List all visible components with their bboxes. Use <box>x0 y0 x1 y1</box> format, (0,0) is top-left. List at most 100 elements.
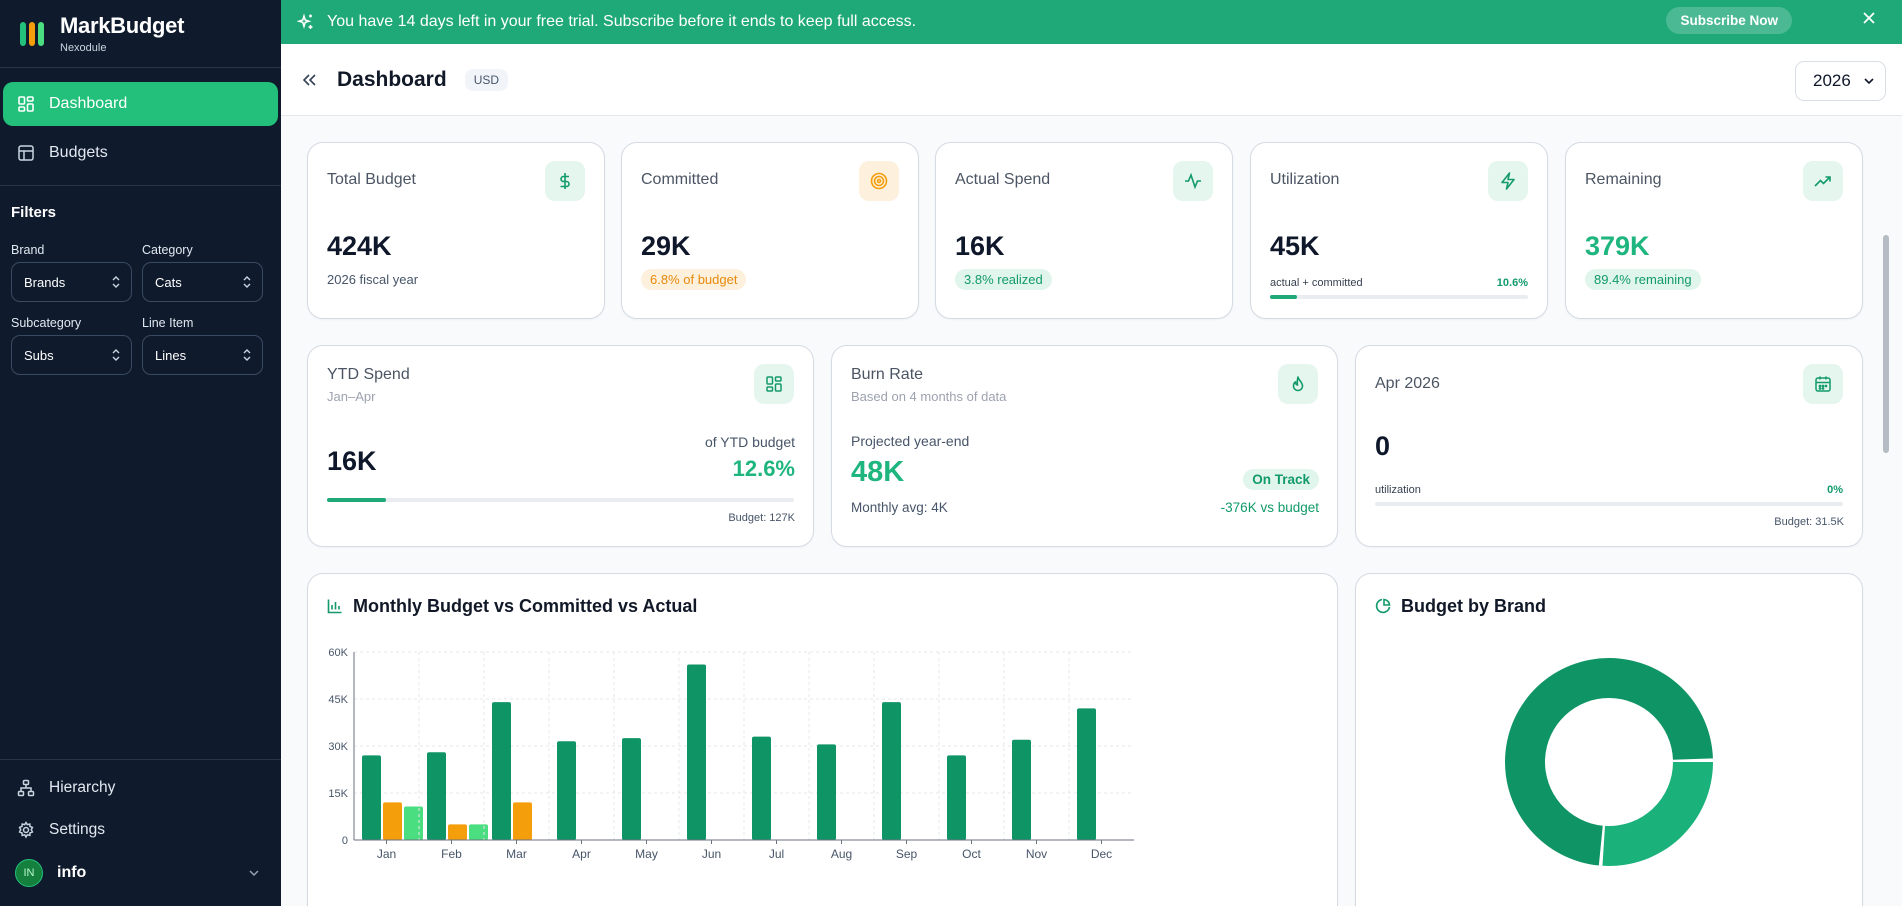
utilization-progress <box>1270 295 1528 299</box>
ytd-progress <box>327 498 794 502</box>
kpi-title: Actual Spend <box>955 171 1051 188</box>
brand-filter-select[interactable]: Brands <box>11 262 132 302</box>
year-value: 2026 <box>1813 71 1851 90</box>
bar[interactable] <box>383 802 402 840</box>
chevron-down-icon <box>249 870 259 877</box>
x-tick-label: Sep <box>896 847 918 861</box>
bar[interactable] <box>404 806 423 840</box>
bar[interactable] <box>687 664 706 840</box>
subscribe-button[interactable]: Subscribe Now <box>1666 7 1792 34</box>
x-tick-label: Jan <box>377 847 396 861</box>
x-tick-label: Apr <box>572 847 591 861</box>
collapse-sidebar-icon[interactable] <box>303 73 317 86</box>
sidebar-footer: Hierarchy Settings IN info <box>0 759 281 906</box>
ytd-pct: 12.6% <box>732 456 795 481</box>
bar[interactable] <box>622 738 641 840</box>
utilization-label: actual + committed <box>1270 277 1363 289</box>
kpi-value: 29K <box>641 231 691 261</box>
donut-slice[interactable] <box>1602 762 1713 866</box>
target-icon <box>859 161 899 201</box>
chevron-updown-icon <box>243 276 251 288</box>
nav-hierarchy-label: Hierarchy <box>49 779 116 796</box>
nav-budgets[interactable]: Budgets <box>3 131 278 175</box>
org-name: Nexodule <box>60 42 107 54</box>
bar[interactable] <box>427 752 446 840</box>
bar[interactable] <box>492 702 511 840</box>
chevron-down-icon <box>1864 78 1874 85</box>
bar[interactable] <box>448 824 467 840</box>
trending-up-icon <box>1803 161 1843 201</box>
chevron-updown-icon <box>112 276 120 288</box>
user-menu[interactable]: IN info <box>3 852 278 894</box>
close-icon[interactable] <box>1862 11 1876 25</box>
y-tick-label: 45K <box>328 694 348 706</box>
bar[interactable] <box>882 702 901 840</box>
bar[interactable] <box>1012 739 1031 840</box>
chevron-updown-icon <box>243 349 251 361</box>
scrollbar[interactable] <box>1883 235 1889 453</box>
chevron-updown-icon <box>112 349 120 361</box>
flame-icon <box>1278 364 1318 404</box>
nav-dashboard-label: Dashboard <box>49 95 128 112</box>
ytd-value: 16K <box>327 446 377 476</box>
burn-title: Burn Rate <box>851 366 924 383</box>
year-select[interactable]: 2026 <box>1795 61 1886 101</box>
kpi-value: 45K <box>1270 231 1320 261</box>
x-tick-label: Mar <box>506 847 527 861</box>
table-icon <box>18 145 34 161</box>
utilization-pct: 10.6% <box>1496 277 1528 289</box>
ytd-title: YTD Spend <box>327 366 410 383</box>
bar[interactable] <box>513 802 532 840</box>
monthly-avg: Monthly avg: 4K <box>851 500 948 515</box>
kpi-value: 16K <box>955 231 1005 261</box>
ytd-range: Jan–Apr <box>327 389 376 404</box>
bar[interactable] <box>1077 708 1096 840</box>
filters-panel: Filters Brand Brands Category Cats Subca… <box>0 185 281 375</box>
dashboard-icon <box>754 364 794 404</box>
nav-dashboard[interactable]: Dashboard <box>3 82 278 126</box>
bar[interactable] <box>947 755 966 840</box>
vs-budget: -376K vs budget <box>1220 500 1319 515</box>
month-card: Apr 2026 0 utilization 0% Budget: 31.5K <box>1355 345 1863 547</box>
kpi-subtext: 2026 fiscal year <box>327 272 419 287</box>
projected-value: 48K <box>851 456 905 488</box>
subcategory-filter-select[interactable]: Subs <box>11 335 132 375</box>
chart-title: Budget by Brand <box>1401 596 1547 616</box>
nav-hierarchy[interactable]: Hierarchy <box>3 768 278 808</box>
pie-chart-icon <box>1375 598 1391 614</box>
page-title: Dashboard <box>337 67 447 91</box>
nav-settings[interactable]: Settings <box>3 810 278 850</box>
y-tick-label: 0 <box>342 835 348 847</box>
bar[interactable] <box>557 741 576 840</box>
month-util-pct: 0% <box>1827 484 1843 496</box>
y-tick-label: 60K <box>328 647 348 659</box>
ytd-spend-card: YTD Spend Jan–Apr 16K of YTD budget 12.6… <box>307 345 814 547</box>
category-filter-select[interactable]: Cats <box>142 262 263 302</box>
gear-icon <box>18 821 34 839</box>
monthly-bar-chart: 0 15K 30K 45K 60K Jan Feb Mar Apr May Jun Jul Aug Sep… <box>328 647 1134 861</box>
month-title: Apr 2026 <box>1375 375 1440 392</box>
app-logo <box>20 21 44 46</box>
x-tick-label: Nov <box>1026 847 1047 861</box>
bar[interactable] <box>362 755 381 840</box>
x-tick-label: May <box>635 847 658 861</box>
x-tick-label: Jun <box>702 847 721 861</box>
category-filter-label: Category <box>142 243 193 257</box>
donut-slice[interactable] <box>1505 658 1713 866</box>
bar[interactable] <box>752 736 771 840</box>
zap-icon <box>1488 161 1528 201</box>
banner-message: You have 14 days left in your free trial… <box>327 13 917 30</box>
dollar-icon <box>545 161 585 201</box>
line-item-filter-label: Line Item <box>142 316 194 330</box>
kpi-title: Total Budget <box>327 171 416 188</box>
burn-subtitle: Based on 4 months of data <box>851 389 1007 404</box>
bar[interactable] <box>469 824 488 840</box>
bar[interactable] <box>817 744 836 840</box>
line-item-filter-select[interactable]: Lines <box>142 335 263 375</box>
dashboard-icon <box>18 96 34 112</box>
dashboard-content: Total Budget 424K 2026 fiscal year Commi… <box>281 117 1891 906</box>
ytd-of-label: of YTD budget <box>704 434 795 450</box>
x-tick-label: Feb <box>441 847 462 861</box>
brand-donut-chart <box>1505 658 1713 866</box>
month-budget: Budget: 31.5K <box>1774 516 1844 528</box>
